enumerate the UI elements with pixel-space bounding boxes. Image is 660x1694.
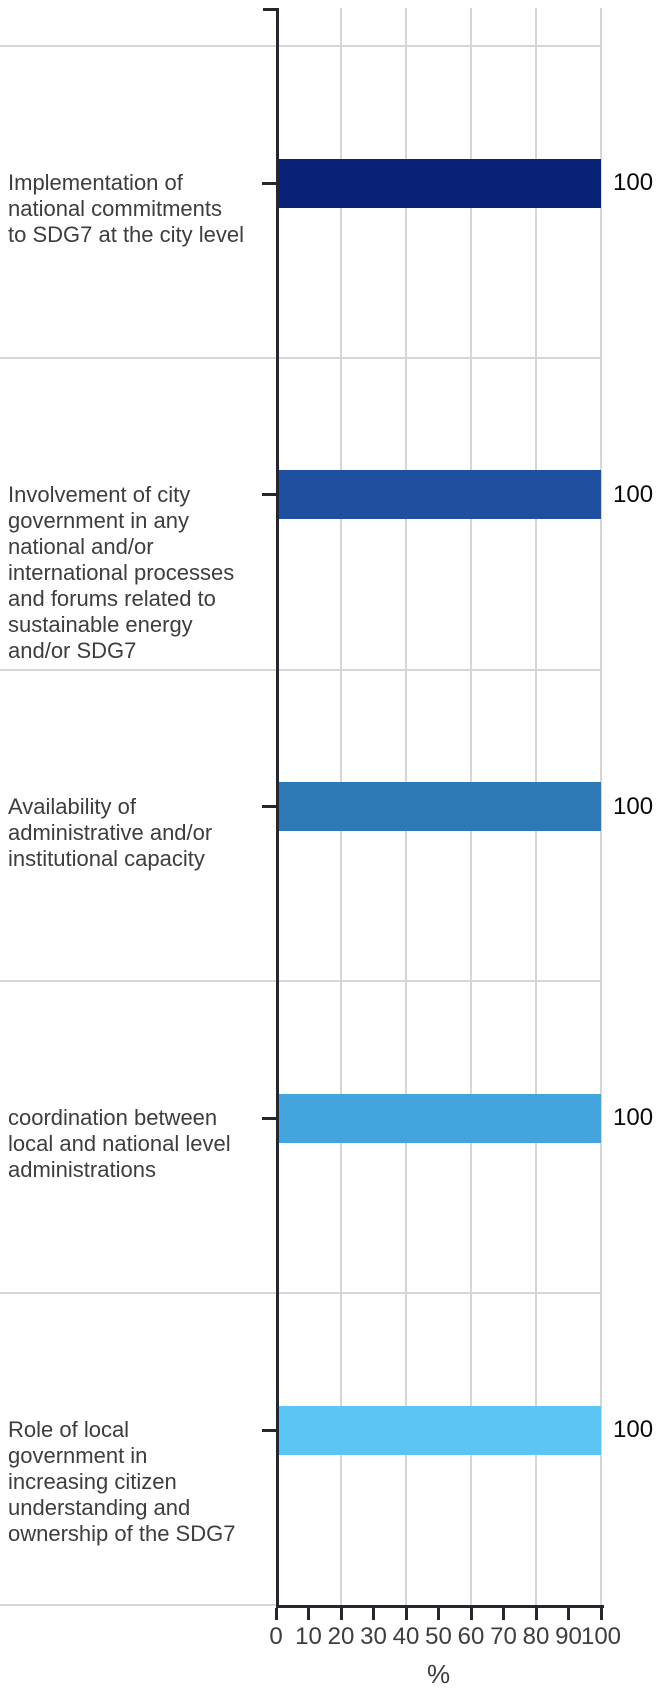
category-label: coordination between local and national l…: [8, 1105, 266, 1183]
x-axis-tick: [437, 1608, 440, 1620]
x-axis-tick: [339, 1608, 343, 1620]
bar-value-label: 100: [613, 169, 654, 196]
category-label-line: administrations: [8, 1157, 156, 1183]
category-label-line: to SDG7 at the city level: [8, 222, 244, 247]
x-axis-tick-label: 40: [392, 1623, 420, 1650]
category-label: Availability of administrative and/or inst…: [8, 794, 266, 872]
bar-value-label: 100: [613, 480, 654, 508]
x-axis-title: %: [426, 1659, 451, 1689]
x-axis-tick-label: 30: [360, 1623, 387, 1650]
x-axis-tick: [502, 1608, 505, 1620]
bar-category-5: [279, 1405, 601, 1455]
row-separator: [0, 1604, 276, 1606]
row-separator: [0, 1292, 602, 1295]
x-axis-tick-label: 80: [522, 1623, 550, 1650]
category-label: Implementation of national commitments to …: [8, 170, 266, 248]
category-label-line: Availability of: [8, 793, 136, 819]
y-axis-line: [276, 8, 279, 1608]
category-label-line: sustainable energy: [8, 611, 193, 637]
category-tick: [262, 805, 278, 809]
category-label-line: institutional capacity: [8, 845, 205, 871]
category-label-line: increasing citizen: [8, 1469, 177, 1495]
bar-value-label: 100: [613, 792, 654, 820]
x-axis-tick: [372, 1608, 375, 1620]
category-label-line: Role of local: [8, 1417, 130, 1443]
category-label-line: and/or SDG7: [8, 637, 137, 663]
category-label-line: ownership of the SDG7: [8, 1521, 236, 1547]
x-axis-tick-label: 20: [327, 1623, 355, 1650]
bar-category-1: [279, 158, 601, 208]
x-axis-tick-label: 90: [555, 1623, 582, 1650]
category-tick: [262, 1116, 278, 1120]
x-axis-tick: [404, 1608, 408, 1620]
bar-value-label: 100: [613, 1104, 654, 1132]
x-axis-tick: [307, 1608, 310, 1620]
bar-category-4: [279, 1093, 601, 1143]
category-label-line: national and/or: [8, 533, 154, 559]
row-separator: [0, 356, 602, 359]
category-tick: [262, 181, 278, 185]
x-axis-tick-label: 60: [457, 1623, 485, 1650]
x-axis-tick-label: 50: [425, 1623, 452, 1650]
category-label-line: national commitments: [8, 196, 222, 221]
category-label-line: understanding and: [8, 1495, 191, 1521]
x-axis-tick-label: 100: [580, 1623, 622, 1650]
category-label-line: Implementation of: [8, 170, 183, 195]
category-label-line: local and national level: [8, 1131, 231, 1157]
row-separator: [0, 980, 602, 983]
category-tick: [262, 1428, 278, 1432]
y-axis-top-cap: [263, 8, 279, 11]
vertical-gridline: [600, 8, 602, 1605]
category-label-line: Involvement of city: [8, 481, 191, 507]
category-label-line: government in: [8, 1443, 148, 1469]
x-axis-tick: [469, 1608, 473, 1620]
bar-value-label: 100: [613, 1416, 654, 1444]
x-axis-tick-label: 0: [269, 1623, 283, 1650]
row-separator: [0, 45, 602, 47]
category-label-line: international processes: [8, 559, 235, 585]
x-axis-tick: [567, 1608, 570, 1620]
category-label: Role of local government in increasing cit…: [8, 1417, 266, 1547]
x-axis-tick-label: 10: [295, 1623, 322, 1650]
bar-category-2: [279, 470, 601, 520]
bar-category-3: [279, 782, 601, 832]
category-label-line: government in any: [8, 507, 189, 533]
x-axis-tick: [274, 1608, 278, 1620]
category-label-line: administrative and/or: [8, 819, 213, 845]
x-axis-tick: [599, 1608, 603, 1620]
category-tick: [262, 493, 278, 497]
x-axis-line: [276, 1605, 604, 1608]
category-label-line: and forums related to: [8, 585, 216, 611]
x-axis-tick: [534, 1608, 538, 1620]
row-separator: [0, 668, 602, 671]
x-axis-tick-label: 70: [490, 1623, 517, 1650]
category-label-line: coordination between: [8, 1105, 218, 1131]
category-label: Involvement of city government in any nati…: [8, 482, 266, 664]
